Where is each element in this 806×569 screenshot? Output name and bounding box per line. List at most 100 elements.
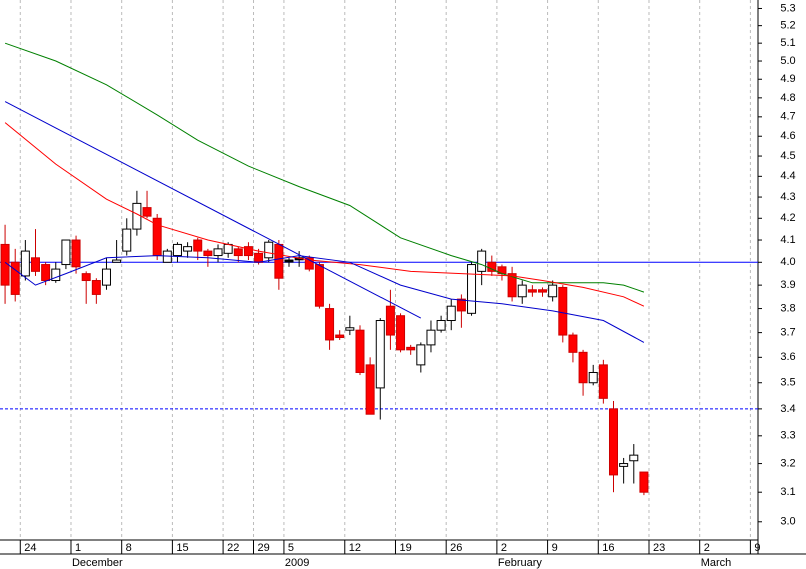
moving-average-line — [4, 122, 645, 307]
candle-body — [132, 202, 142, 230]
candle-body — [10, 261, 20, 295]
candle-body — [426, 329, 436, 346]
candle-body — [517, 284, 527, 298]
candle-body — [61, 239, 71, 266]
x-tick-label: 9 — [754, 542, 760, 554]
candle-body — [314, 264, 324, 307]
candle-body — [152, 217, 162, 257]
candle-body — [396, 315, 406, 351]
candle-body — [467, 264, 477, 314]
y-tick-label: 3.7 — [780, 327, 795, 339]
y-tick-label: 4.1 — [780, 234, 795, 246]
x-tick-label: 19 — [399, 542, 411, 554]
moving-average-line — [4, 255, 645, 343]
candle-body — [254, 252, 264, 263]
x-tick-label: 26 — [450, 542, 462, 554]
candle-body — [558, 286, 568, 336]
x-tick-label: 15 — [176, 542, 188, 554]
y-tick-label: 4.3 — [780, 191, 795, 203]
candle-body — [345, 327, 355, 331]
y-tick-label: 4.7 — [780, 111, 795, 123]
candle-body — [162, 250, 172, 263]
candle-body — [578, 351, 588, 384]
candle-body — [30, 257, 40, 272]
candle-body — [335, 334, 345, 339]
candle-body — [101, 268, 111, 286]
y-tick-label: 5.0 — [780, 55, 795, 67]
moving-average-line — [4, 101, 422, 319]
candle-body — [284, 259, 294, 263]
candle-body — [81, 273, 91, 282]
candle-body — [639, 471, 649, 493]
y-tick-label: 4.5 — [780, 150, 795, 162]
y-tick-label: 4.8 — [780, 92, 795, 104]
y-tick-label: 3.1 — [780, 486, 795, 498]
candle-body — [203, 250, 213, 257]
x-tick-label: 8 — [126, 542, 132, 554]
x-tick-label: 1 — [75, 542, 81, 554]
candle-body — [325, 308, 335, 341]
candle-body — [568, 334, 578, 353]
y-tick-label: 3.6 — [780, 351, 795, 363]
x-tick-label: 9 — [552, 542, 558, 554]
x-tick-label: 24 — [24, 542, 36, 554]
y-tick-label: 4.6 — [780, 130, 795, 142]
month-label: 2009 — [285, 557, 309, 569]
candle-body — [608, 408, 618, 476]
candle-body — [375, 320, 385, 389]
candle-body — [436, 320, 446, 331]
candle-body — [233, 248, 243, 257]
candle-body — [264, 241, 274, 259]
candle-body — [193, 239, 203, 252]
candle-body — [629, 454, 639, 462]
candle-body — [172, 243, 182, 257]
y-tick-label: 4.9 — [780, 73, 795, 85]
candle-body — [385, 305, 395, 336]
candle-body — [41, 264, 51, 282]
candle-body — [507, 273, 517, 298]
month-label: March — [701, 557, 732, 569]
candle-body — [598, 364, 608, 399]
candle-body — [51, 268, 61, 282]
candle-body — [274, 243, 284, 279]
candle-body — [538, 289, 548, 293]
candle-body — [456, 298, 466, 312]
y-tick-label: 3.3 — [780, 430, 795, 442]
candle-body — [91, 280, 101, 295]
candle-body — [406, 346, 416, 351]
x-tick-label: 22 — [227, 542, 239, 554]
candle-body — [548, 284, 558, 298]
candle-body — [213, 248, 223, 257]
x-tick-label: 12 — [349, 542, 361, 554]
candle-body — [243, 246, 253, 257]
month-label: February — [498, 557, 543, 569]
y-tick-label: 3.9 — [780, 279, 795, 291]
candle-body — [122, 228, 132, 252]
x-tick-label: 29 — [258, 542, 270, 554]
candle-body — [588, 371, 598, 384]
candle-body — [112, 259, 122, 263]
candle-body — [477, 250, 487, 272]
candle-body — [71, 239, 81, 268]
y-tick-label: 5.3 — [780, 2, 795, 14]
y-tick-label: 4.4 — [780, 170, 795, 182]
y-tick-label: 5.1 — [780, 37, 795, 49]
candle-body — [619, 463, 629, 467]
month-label: December — [72, 557, 123, 569]
y-tick-label: 4.0 — [780, 256, 795, 268]
x-tick-label: 2 — [501, 542, 507, 554]
candle-body — [355, 329, 365, 373]
y-tick-label: 3.0 — [780, 516, 795, 528]
candle-body — [446, 305, 456, 322]
x-tick-label: 5 — [288, 542, 294, 554]
candle-body — [365, 364, 375, 415]
candle-body — [142, 207, 152, 217]
y-tick-label: 3.8 — [780, 302, 795, 314]
candle-body — [304, 257, 314, 270]
y-tick-label: 3.5 — [780, 377, 795, 389]
candle-body — [416, 344, 426, 366]
candle-body — [20, 250, 30, 277]
